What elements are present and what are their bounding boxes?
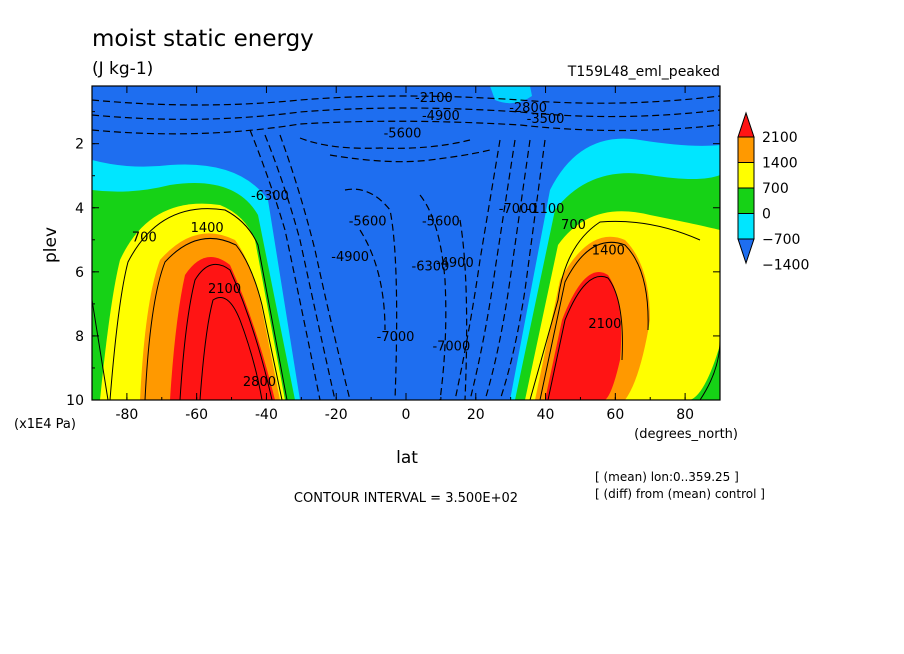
y-tick-label: 6 [75,265,84,281]
contour-label: 2800 [243,375,276,390]
colorbar-segment [737,136,755,163]
colorbar-segment [737,162,755,189]
note-mean: [ (mean) lon:0..359.25 ] [595,470,739,484]
x-units-label: (degrees_north) [634,427,738,442]
colorbar-max-arrow [737,111,755,138]
contour-label: -1100 [527,202,565,217]
y-tick-label: 10 [66,393,84,409]
positive-contour-lines [92,208,720,400]
contour-label: -5600 [349,215,387,230]
contour-label: 700 [561,218,586,233]
colorbar-label: 700 [762,181,789,197]
y-axis: 2 4 6 8 10 [66,111,720,409]
x-tick-label: -60 [185,407,208,423]
y-tick-label: 4 [75,201,84,217]
fill-right-red [545,272,622,400]
y-axis-label: plev [41,227,61,263]
colorbar: 2100 1400 700 0 −700 −1400 [737,111,809,274]
colorbar-label: 2100 [762,130,798,146]
fill-left-red [170,257,275,400]
contour-label: -4900 [331,250,369,265]
y-tick-label: 2 [75,137,84,153]
contour-label: -7000 [499,202,537,217]
contour-label: -2100 [415,91,453,106]
colorbar-label: −700 [762,232,800,248]
x-tick-label: 80 [676,407,694,423]
contour-label: 700 [132,231,157,246]
run-label: T159L48_eml_peaked [567,64,720,80]
contour-label: -6300 [412,259,450,274]
contour-labels: -2100-4900-5600-2800-3500-6300-5600-4900… [132,91,625,390]
contour-label: 1400 [191,221,224,236]
contour-label: -7000 [377,330,415,345]
note-diff: [ (diff) from (mean) control ] [595,487,765,501]
x-tick-label: 40 [537,407,555,423]
chart-units: (J kg-1) [92,59,153,79]
contour-label: -7000 [432,340,470,355]
x-axis-label: lat [396,448,418,468]
colorbar-label: 0 [762,207,771,223]
colorbar-min-arrow [737,238,755,265]
x-tick-label: 60 [606,407,624,423]
x-tick-label: -20 [325,407,348,423]
contour-label: -5600 [422,215,460,230]
y-units-label: (x1E4 Pa) [14,417,76,432]
colorbar-segment [737,187,755,214]
contour-label: -4900 [436,256,474,271]
contour-label: -5600 [384,126,422,141]
y-tick-label: 8 [75,329,84,345]
colorbar-segment [737,213,755,240]
x-axis: -80 -60 -40 -20 0 20 40 60 80 [91,86,721,423]
colorbar-label: −1400 [762,258,809,274]
x-tick-label: -40 [255,407,278,423]
colorbar-label: 1400 [762,156,798,172]
x-tick-label: 20 [467,407,485,423]
contour-label: -3500 [527,112,565,127]
x-tick-label: 0 [402,407,411,423]
contour-fill-layer [92,86,720,400]
negative-contour-lines [92,95,720,400]
chart-title: moist static energy [92,26,314,52]
contour-label: -6300 [251,189,289,204]
x-tick-label: -80 [115,407,138,423]
plot-area: -2100-4900-5600-2800-3500-6300-5600-4900… [66,85,721,423]
contour-label: -4900 [422,109,460,124]
contour-label: 2100 [208,282,241,297]
contour-label: 1400 [592,243,625,258]
contour-label: 2100 [588,317,621,332]
contour-label: -2800 [509,101,547,116]
contour-interval-text: CONTOUR INTERVAL = 3.500E+02 [294,491,518,506]
